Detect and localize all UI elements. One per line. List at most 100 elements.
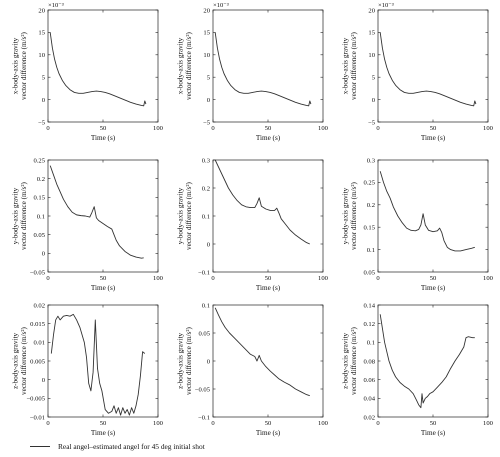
- y-axis-multiplier: ×10⁻³: [48, 2, 64, 9]
- y-tick-label: −0.05: [30, 269, 46, 276]
- y-tick-label: 0.14: [363, 302, 375, 309]
- y-tick-label: 0.02: [33, 302, 45, 309]
- y-tick-label: 20: [368, 7, 375, 14]
- y-tick-label: 15: [38, 30, 45, 37]
- y-tick-label: 10: [368, 52, 375, 59]
- y-tick-label: −0.05: [195, 386, 211, 393]
- y-tick-label: 5: [42, 75, 46, 82]
- y-tick-label: 0.1: [202, 213, 210, 220]
- y-tick-label: 0.02: [363, 414, 375, 421]
- y-tick-label: 0.3: [202, 157, 211, 164]
- y-tick-label: 0.2: [367, 202, 375, 209]
- x-tick-label: 0: [376, 275, 380, 282]
- y-axis-label-line-2: vector difference (m/s²): [185, 326, 193, 394]
- y-tick-label: −0.01: [30, 414, 45, 421]
- y-tick-label: 0.1: [37, 213, 45, 220]
- x-tick-label: 50: [430, 275, 437, 282]
- legend-line-key: [30, 445, 50, 447]
- series-line-1: [50, 313, 146, 416]
- chart-panel-6: 0 50 100 0.05 0.1 0.15 0.2 0.25 0.3 Time (s) y-bod…: [342, 157, 494, 292]
- y-tick-label: 15: [368, 30, 375, 37]
- x-tick-label: 100: [318, 125, 329, 132]
- y-axis-label-line-1: z-body-axis gravity: [177, 333, 185, 389]
- x-axis-label: Time (s): [421, 134, 446, 142]
- x-axis-label: Time (s): [421, 429, 446, 437]
- series-line-1: [214, 159, 310, 245]
- y-tick-label: 0.15: [33, 195, 45, 202]
- x-tick-label: 100: [318, 420, 329, 427]
- series-line-1: [214, 32, 312, 107]
- y-axis-label-line-2: vector difference (m/s²): [20, 181, 28, 249]
- x-tick-label: 50: [265, 420, 272, 427]
- series-line-1: [379, 314, 475, 409]
- x-tick-label: 100: [153, 125, 164, 132]
- y-axis-label: y-body-axis gravityvector difference (m/…: [177, 181, 194, 249]
- y-tick-label: 10: [203, 52, 210, 59]
- x-tick-label: 100: [318, 275, 329, 282]
- y-axis-label-line-1: y-body-axis gravity: [342, 187, 350, 244]
- series-line-1: [49, 32, 147, 107]
- y-axis-label: x-body-axis gravityvector difference (m/…: [342, 31, 359, 99]
- y-tick-label: 0: [207, 97, 211, 104]
- y-axis-label-line-2: vector difference (m/s²): [20, 326, 28, 394]
- y-tick-label: 0: [42, 251, 46, 258]
- series-line-1: [214, 307, 310, 397]
- x-tick-label: 50: [265, 275, 272, 282]
- y-axis-label-line-2: vector difference (m/s²): [185, 31, 193, 99]
- chart-panel-9: 0 50 100 0.02 0.04 0.06 0.08 0.1 0.12 0.14 Time (s…: [342, 302, 494, 437]
- y-tick-label: 0.05: [198, 330, 210, 337]
- y-axis-label: z-body-axis gravityvector difference (m/…: [177, 326, 194, 394]
- x-tick-label: 50: [100, 275, 107, 282]
- y-tick-label: 0.12: [363, 321, 375, 328]
- x-axis-label: Time (s): [421, 284, 446, 292]
- y-tick-label: 0.25: [363, 180, 375, 187]
- x-tick-label: 50: [100, 125, 107, 132]
- plot-frame: [212, 304, 324, 418]
- y-axis-label-line-1: x-body-axis gravity: [12, 37, 20, 94]
- x-tick-label: 0: [211, 275, 215, 282]
- y-tick-label: 0.1: [367, 340, 375, 347]
- x-tick-label: 100: [483, 420, 494, 427]
- y-tick-label: −5: [368, 119, 376, 126]
- plot-frame: [47, 159, 159, 273]
- x-tick-label: 0: [376, 420, 380, 427]
- x-axis-label: Time (s): [256, 429, 281, 437]
- y-tick-label: 0.3: [367, 157, 376, 164]
- x-tick-label: 100: [483, 275, 494, 282]
- x-tick-label: 0: [46, 420, 50, 427]
- y-axis-label-line-1: x-body-axis gravity: [177, 37, 185, 94]
- y-tick-label: 0.2: [37, 176, 45, 183]
- y-tick-label: 20: [203, 7, 210, 14]
- y-axis-label: x-body-axis gravityvector difference (m/…: [12, 31, 29, 99]
- x-axis-label: Time (s): [91, 134, 116, 142]
- legend-label: Real angel–estimated angel for 45 deg in…: [58, 441, 205, 451]
- y-tick-label: 0: [42, 377, 46, 384]
- y-tick-label: 0.01: [33, 340, 45, 347]
- x-tick-label: 100: [153, 275, 164, 282]
- x-tick-label: 0: [376, 125, 380, 132]
- x-axis-label: Time (s): [91, 429, 116, 437]
- y-tick-label: 0: [207, 358, 211, 365]
- y-tick-label: 0.06: [363, 377, 375, 384]
- y-tick-label: −0.005: [26, 396, 45, 403]
- y-tick-label: 0: [207, 241, 211, 248]
- y-axis-label: x-body-axis gravityvector difference (m/…: [177, 31, 194, 99]
- y-axis-label-line-2: vector difference (m/s²): [185, 181, 193, 249]
- y-axis-label-line-2: vector difference (m/s²): [350, 181, 358, 249]
- chart-panel-7: 0 50 100 −0.01 −0.005 0 0.005 0.01 0.015 0.02 Time…: [12, 302, 164, 437]
- y-tick-label: 0.05: [363, 269, 375, 276]
- y-tick-label: 0: [372, 97, 376, 104]
- y-axis-label-line-1: z-body-axis gravity: [342, 333, 350, 389]
- y-tick-label: 0.2: [202, 185, 210, 192]
- x-tick-label: 50: [430, 420, 437, 427]
- y-tick-label: −0.1: [198, 269, 210, 276]
- y-tick-label: −5: [203, 119, 211, 126]
- y-axis-label-line-2: vector difference (m/s²): [350, 326, 358, 394]
- y-axis-label-line-1: z-body-axis gravity: [12, 333, 20, 389]
